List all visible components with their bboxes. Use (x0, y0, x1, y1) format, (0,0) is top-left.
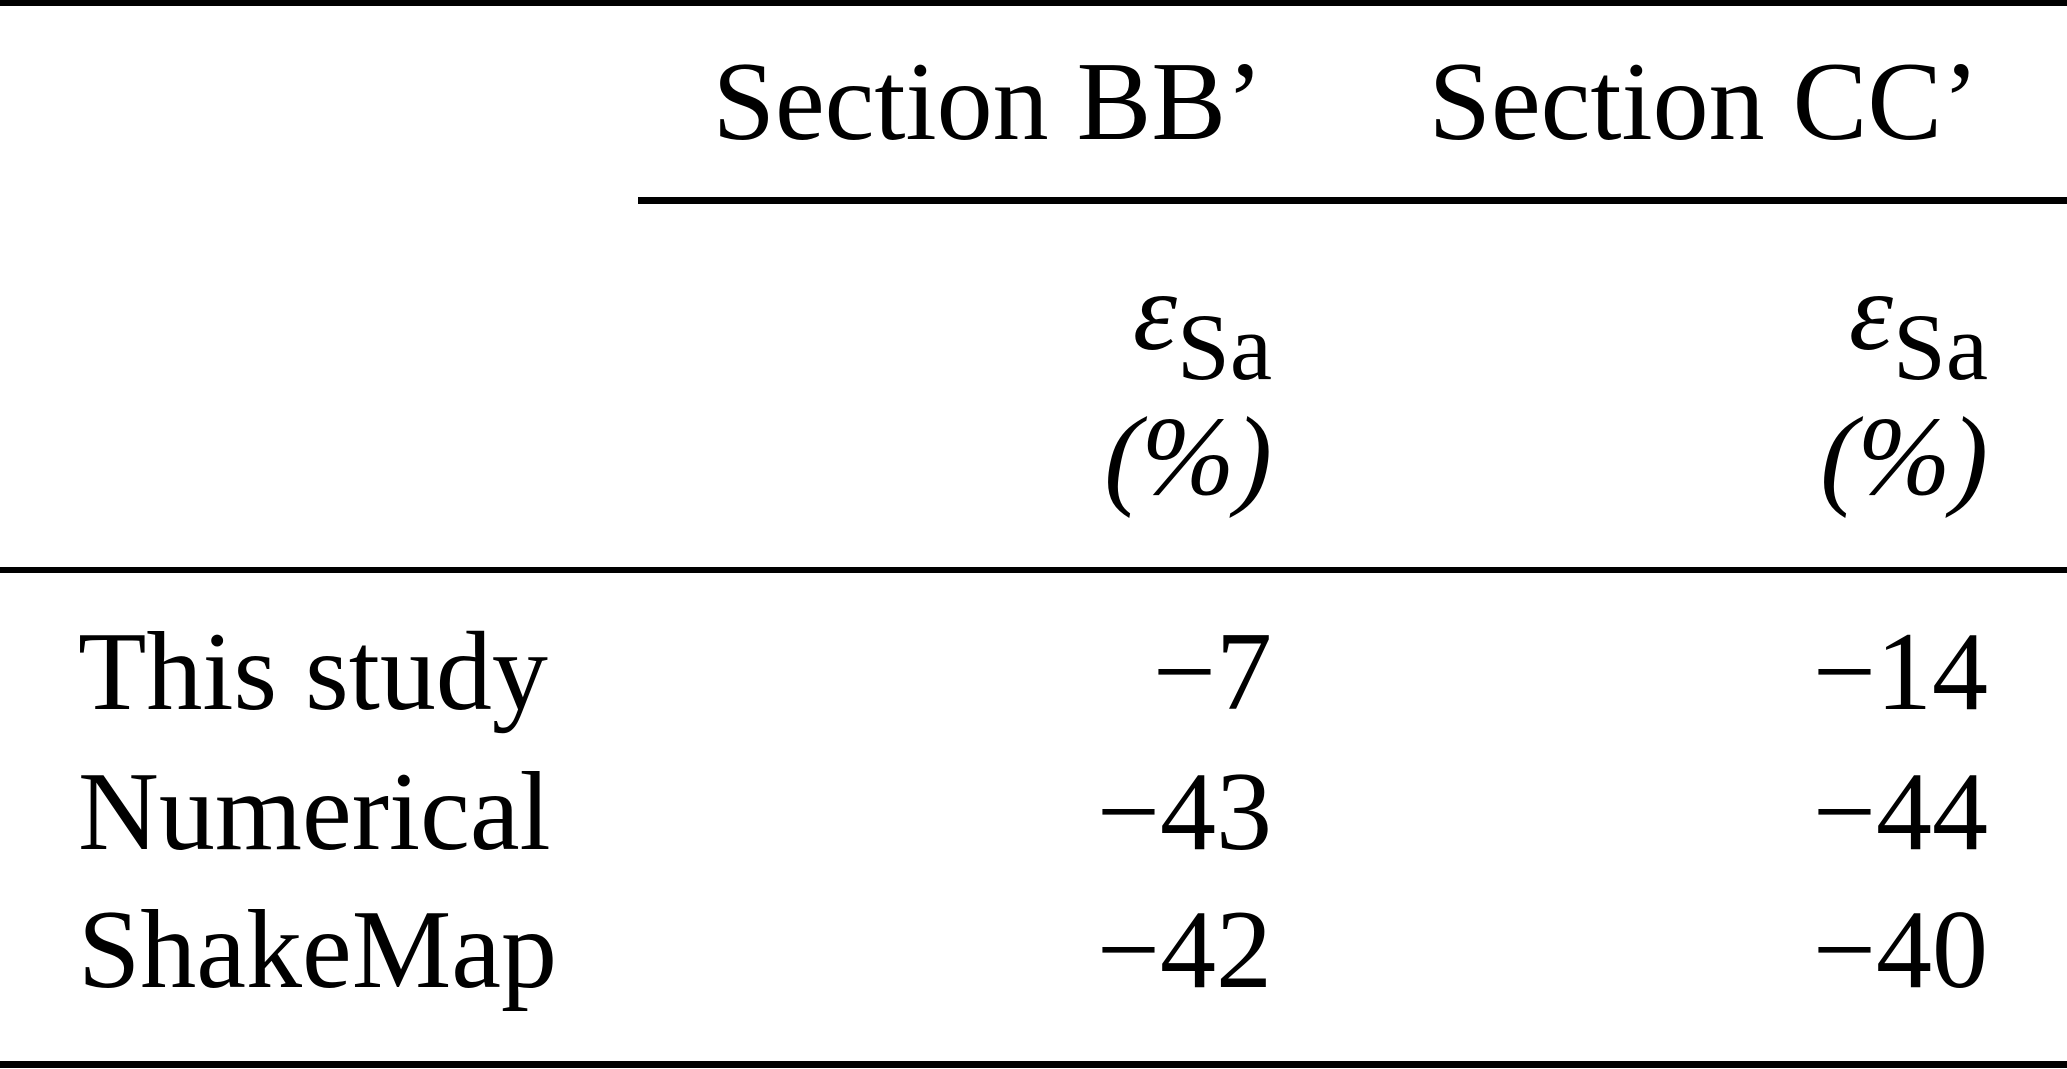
row-label-shakemap: ShakeMap (78, 888, 558, 1012)
epsilon-symbol: ε (1848, 250, 1893, 374)
value-this-study-cc: −14 (1812, 610, 1988, 734)
value-numerical-cc: −44 (1812, 750, 1988, 874)
value-shakemap-cc: −40 (1812, 888, 1988, 1012)
epsilon-subscript: Sa (1177, 294, 1272, 400)
value-this-study-bb: −7 (1152, 610, 1272, 734)
table-bottom-rule (0, 1061, 2067, 1068)
table-top-rule (0, 0, 2067, 6)
subheader-epsilon-sa-bb: εSa (1133, 256, 1272, 395)
epsilon-subscript: Sa (1893, 294, 1988, 400)
column-header-section-bb: Section BB’ (712, 40, 1264, 164)
value-shakemap-bb: −42 (1096, 888, 1272, 1012)
header-body-separator-rule (0, 567, 2067, 573)
header-group-rule (638, 197, 2067, 204)
subheader-unit-cc: (%) (1820, 395, 1988, 519)
row-label-numerical: Numerical (78, 750, 551, 874)
subheader-unit-bb: (%) (1104, 395, 1272, 519)
subheader-epsilon-sa-cc: εSa (1849, 256, 1988, 395)
row-label-this-study: This study (78, 610, 548, 734)
value-numerical-bb: −43 (1096, 750, 1272, 874)
epsilon-symbol: ε (1132, 250, 1177, 374)
column-header-section-cc: Section CC’ (1428, 40, 1980, 164)
